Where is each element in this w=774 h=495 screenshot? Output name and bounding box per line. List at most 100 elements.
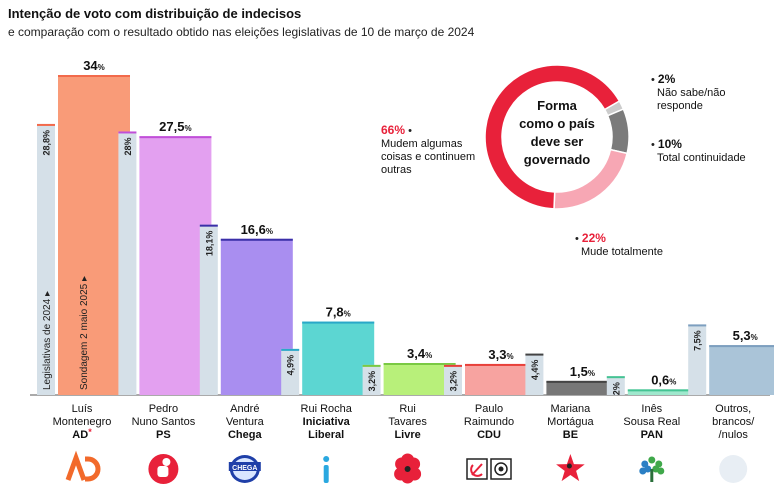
current-bar	[546, 380, 619, 395]
percent-suffix: %	[98, 63, 105, 72]
current-bar-value-label: 5,3%	[733, 328, 758, 343]
leader-name-line: Paulo	[475, 403, 503, 415]
current-bar-value-label: 16,6%	[241, 222, 273, 237]
current-bar	[383, 363, 456, 395]
prior-bar-top-accent	[362, 364, 381, 367]
ps-fist-rose-logo	[148, 454, 179, 484]
prior-bar	[281, 348, 300, 395]
leader-name-line: Tavares	[388, 416, 427, 428]
current-bar	[302, 321, 375, 395]
be-logo-figure-head	[566, 463, 572, 469]
ps-logo-rose	[162, 458, 171, 466]
current-bar-top-accent	[58, 75, 130, 77]
il-logo-dot	[323, 456, 330, 462]
party-name: Chega	[228, 429, 263, 441]
leader-name-line: André	[230, 403, 259, 415]
leader-name-line: Outros,	[715, 403, 751, 415]
prior-bar	[525, 353, 544, 395]
prior-bar-top-accent	[444, 364, 462, 367]
pan-logo-trunk	[650, 469, 654, 482]
leader-name-line: Raimundo	[464, 416, 514, 428]
donut-center-line: Forma	[537, 98, 577, 113]
current-bar-top-accent	[302, 321, 375, 324]
party-group-outros: 7,5% 5,3% Outros,brancos//nulos	[688, 324, 774, 483]
pan-logo-leaf	[648, 456, 656, 464]
prior-bar	[199, 224, 218, 395]
cdu-logo-sunflower-center	[498, 466, 504, 472]
ps-logo-fist	[157, 466, 169, 477]
prior-bar-top-accent	[688, 324, 707, 327]
cdu-logo	[466, 458, 512, 480]
percent-suffix: %	[344, 310, 351, 319]
donut-label-value: 2%	[657, 72, 676, 86]
donut-label-text: Não sabe/não responde	[657, 87, 726, 112]
party-name: Liberal	[308, 429, 344, 441]
prior-bar	[444, 364, 462, 395]
current-bar-value-label: 34%	[83, 58, 105, 73]
prior-bar-top-accent	[199, 224, 218, 227]
current-bar-top-accent	[465, 363, 537, 366]
current-bar	[465, 363, 537, 395]
donut-label-2: • 2% Não sabe/não responde	[651, 73, 774, 113]
current-bar	[58, 75, 130, 395]
leader-name-line: Montenegro	[53, 416, 112, 428]
donut-label-22: • 22% Mude totalmente	[575, 231, 663, 259]
current-bar-top-accent	[627, 389, 700, 392]
donut-label-text: outras	[381, 164, 412, 176]
livre-logo-petal	[401, 470, 415, 484]
current-bar-top-accent	[139, 136, 212, 139]
prior-bar-value-label: 28,8%	[42, 130, 52, 156]
donut-label-text: Mude totalmente	[581, 246, 663, 258]
current-bar-value-label: 3,3%	[488, 347, 513, 362]
others-logo-circle	[719, 455, 748, 483]
party-name: CDU	[477, 429, 501, 441]
party-name: PS	[156, 429, 171, 441]
percent-suffix: %	[425, 351, 432, 360]
leader-name-line: Mortágua	[547, 416, 594, 428]
leader-name-line: Inês	[641, 403, 662, 415]
percent-suffix: %	[184, 124, 191, 133]
ad-logo-a	[65, 450, 87, 481]
donut-center-line: deve ser	[530, 134, 584, 149]
livre-logo-petal	[401, 453, 415, 467]
donut-center-line: como o país	[519, 116, 595, 131]
il-logo	[323, 456, 330, 483]
percent-suffix: %	[266, 227, 273, 236]
prior-bar-value-label: 4,9%	[286, 355, 296, 376]
current-bar-value-label: 1,5%	[570, 364, 595, 379]
current-bar-value-label: 0,6%	[651, 372, 676, 387]
current-bar-top-accent	[383, 363, 456, 365]
prior-bar-value-label: 3,2%	[449, 371, 459, 392]
current-bar-top-accent	[546, 380, 619, 383]
circle-placeholder	[719, 455, 748, 483]
chart-subtitle: e comparação com o resultado obtido nas …	[8, 25, 475, 39]
party-name: PAN	[641, 429, 663, 441]
donut-label-text: Total continuidade	[657, 152, 746, 164]
current-bar-top-accent	[220, 238, 293, 241]
percent-suffix: %	[669, 377, 676, 386]
party-name: Livre	[394, 429, 420, 441]
pan-tree-logo	[639, 456, 665, 482]
donut-label-text: Mudem algumas	[381, 138, 463, 150]
prior-bar-value-label: 3,2%	[367, 371, 377, 392]
leader-name-line: Pedro	[149, 403, 178, 415]
prior-bar-value-label: 28%	[123, 137, 133, 155]
chart-title: Intenção de voto com distribuição de ind…	[8, 6, 302, 21]
donut-label-value: 66%	[381, 123, 406, 137]
current-bar	[709, 345, 774, 395]
prior-bar-top-accent	[118, 131, 137, 134]
prior-bar-value-label: 7,5%	[693, 330, 703, 351]
chega-logo: CHEGA	[228, 455, 261, 483]
current-bar-value-label: 7,8%	[326, 305, 351, 320]
prior-bar-top-accent	[37, 123, 55, 126]
chega-logo-text: CHEGA	[232, 465, 257, 472]
current-bar-value-label: 27,5%	[159, 119, 191, 134]
cdu-logo-sunflower	[494, 462, 508, 476]
legend-current-label: Sondagem 2 maio 2025 ▸	[79, 276, 90, 390]
